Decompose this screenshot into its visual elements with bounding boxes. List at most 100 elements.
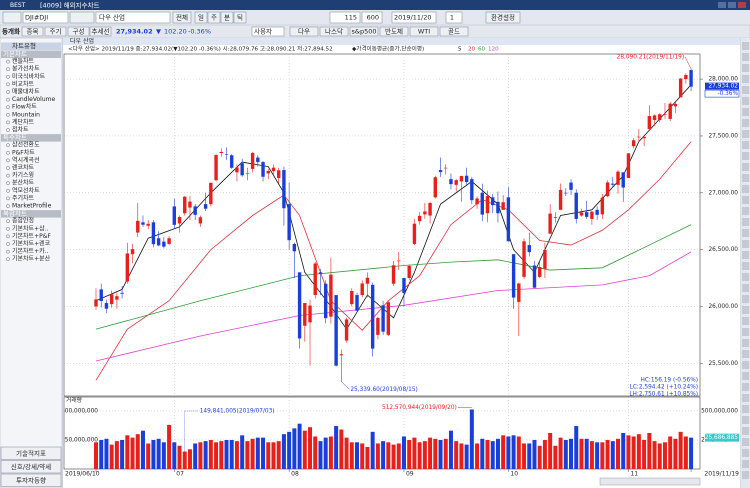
tool-icon[interactable] (742, 383, 749, 391)
period-button[interactable] (194, 11, 208, 24)
tree-item[interactable]: 역시계곡선 (12, 156, 40, 164)
tool-icon[interactable] (742, 108, 749, 116)
tree-item[interactable]: 기본차트+P&F (12, 232, 51, 240)
tool-icon[interactable] (742, 163, 749, 171)
tool-icon[interactable] (742, 328, 749, 336)
tool-icon[interactable] (742, 97, 749, 105)
tool-icon[interactable] (742, 86, 749, 94)
tree-item[interactable]: 비교차트 (12, 80, 35, 88)
period-button[interactable] (207, 11, 221, 24)
tree-item[interactable]: 기본차트+분산 (12, 255, 51, 263)
sidebar-button[interactable] (0, 446, 62, 460)
user-select[interactable] (251, 26, 285, 37)
tool-icon[interactable] (742, 152, 749, 160)
sidebar-button-label[interactable]: 신호/강세/약세 (11, 462, 51, 471)
toolbar-button-label[interactable]: 추세선 (92, 27, 110, 36)
tool-icon[interactable] (742, 130, 749, 138)
sidebar-button-label[interactable]: 투자자동향 (16, 476, 46, 485)
tool-icon[interactable] (742, 229, 749, 237)
tree-item[interactable]: 기본차트+카.. (12, 247, 49, 255)
tool-icon[interactable] (742, 416, 749, 424)
sidebar-button-label[interactable]: 기술적지표 (16, 449, 46, 458)
icon-button[interactable] (2, 11, 22, 24)
tree-item[interactable]: 주기차트 (12, 194, 35, 202)
tool-icon[interactable] (742, 185, 749, 193)
range-button[interactable] (172, 11, 192, 24)
tree-item[interactable]: 카기스윙 (12, 171, 34, 179)
tool-icon[interactable] (742, 42, 749, 50)
tool-icon[interactable] (742, 64, 749, 72)
quick-button-label[interactable]: 나스닥 (325, 27, 343, 36)
quick-button-label[interactable]: 다우 (298, 27, 310, 36)
tree-item[interactable]: 삼선전환도 (12, 141, 40, 149)
period[interactable]: 일 (198, 13, 204, 22)
toolbar-button[interactable] (44, 26, 67, 37)
quick-button-label[interactable]: 골드 (448, 28, 460, 36)
period-button[interactable] (233, 11, 247, 24)
tool-icon[interactable] (742, 372, 749, 380)
sidebar-button[interactable] (0, 473, 62, 487)
quick-button[interactable] (349, 26, 379, 37)
tool-icon[interactable] (742, 53, 749, 61)
search-button[interactable] (69, 11, 95, 24)
tree-item[interactable]: 기본차트+삼.. (12, 224, 49, 232)
tool-icon[interactable] (742, 306, 749, 314)
period-button[interactable] (220, 11, 234, 24)
period[interactable]: 분 (224, 14, 230, 22)
tool-icon[interactable] (742, 75, 749, 83)
minimize-button[interactable] (718, 2, 726, 8)
tree-item[interactable]: Mountain (12, 111, 40, 118)
toolbar-button-label[interactable]: 주기 (50, 27, 62, 36)
count-input[interactable] (329, 11, 361, 24)
toolbar-button[interactable] (89, 26, 112, 37)
tool-icon[interactable] (742, 350, 749, 358)
tree-item[interactable]: CandleVolume (12, 96, 55, 103)
toolbar-button-label[interactable]: 구성 (73, 27, 85, 36)
tool-icon[interactable] (742, 471, 749, 479)
tree-item[interactable]: 종합안정 (12, 217, 34, 225)
quick-button-label[interactable]: 반도체 (385, 27, 403, 36)
group-name[interactable]: 특수차트 (3, 133, 27, 142)
sidebar-button[interactable] (0, 460, 62, 474)
quick-button-label[interactable]: WTI (418, 28, 430, 36)
group-name[interactable]: 기본차트 (3, 49, 27, 58)
quick-button-label[interactable]: s&p500 (352, 28, 377, 36)
quick-button[interactable] (319, 26, 349, 37)
quick-button[interactable] (439, 26, 469, 37)
tool-icon[interactable] (742, 394, 749, 402)
tool-icon[interactable] (742, 339, 749, 347)
tree-item[interactable]: 분산차트 (12, 179, 35, 187)
tree-item[interactable]: 기본차트+렌코 (12, 240, 51, 248)
tree-item[interactable]: 미국식바차트 (12, 72, 46, 80)
tree-item[interactable]: 캔들차트 (12, 57, 35, 65)
tree-item[interactable]: 봉가선차트 (12, 65, 40, 73)
quick-button[interactable] (379, 26, 409, 37)
tool-icon[interactable] (742, 361, 749, 369)
tool-icon[interactable] (742, 317, 749, 325)
tool-icon[interactable] (742, 460, 749, 468)
tool-icon[interactable] (742, 284, 749, 292)
tree-item[interactable]: 렌코차트 (12, 164, 35, 172)
tool-icon[interactable] (742, 119, 749, 127)
maximize-button[interactable] (728, 2, 736, 8)
tree-item[interactable]: Flow차트 (12, 103, 37, 111)
tool-icon[interactable] (742, 207, 749, 215)
tool-icon[interactable] (742, 240, 749, 248)
toolbar-button[interactable] (67, 26, 90, 37)
tool-icon[interactable] (742, 273, 749, 281)
tool-icon[interactable] (742, 262, 749, 270)
tree-item[interactable]: 점차트 (12, 126, 29, 134)
tool-icon[interactable] (742, 449, 749, 457)
period[interactable]: 틱 (237, 14, 243, 22)
tree-item[interactable]: 역모선차트 (12, 186, 40, 194)
tool-icon[interactable] (742, 218, 749, 226)
settings-button[interactable] (485, 11, 521, 24)
date-input[interactable] (391, 11, 437, 24)
tool-icon[interactable] (742, 427, 749, 435)
quick-button[interactable] (289, 26, 319, 37)
toolbar-button-label[interactable]: 종목 (27, 28, 39, 36)
settings[interactable]: 환경설정 (491, 13, 515, 22)
tool-icon[interactable] (742, 174, 749, 182)
tool-icon[interactable] (742, 251, 749, 259)
tool-icon[interactable] (742, 295, 749, 303)
